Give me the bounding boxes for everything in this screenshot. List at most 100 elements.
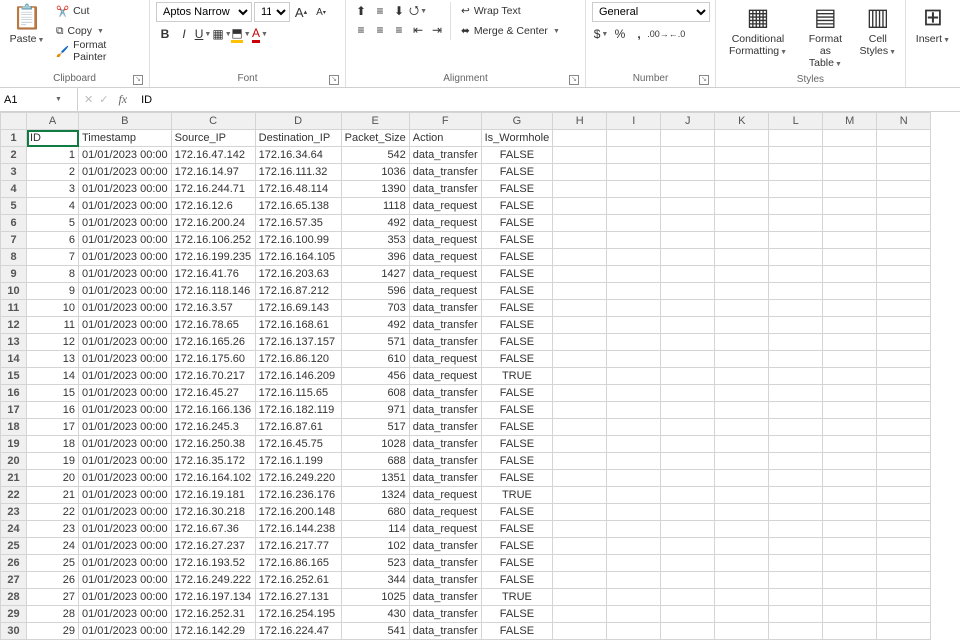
cell-N10[interactable] xyxy=(877,283,931,300)
alignment-launcher[interactable]: ↘ xyxy=(569,75,579,85)
cell-F30[interactable]: data_transfer xyxy=(409,623,481,640)
col-header-E[interactable]: E xyxy=(341,113,409,130)
cell-A13[interactable]: 12 xyxy=(27,334,79,351)
cell-F19[interactable]: data_transfer xyxy=(409,436,481,453)
col-header-L[interactable]: L xyxy=(769,113,823,130)
spreadsheet-grid[interactable]: ABCDEFGHIJKLMN1IDTimestampSource_IPDesti… xyxy=(0,112,960,640)
cell-N1[interactable] xyxy=(877,130,931,147)
col-header-J[interactable]: J xyxy=(661,113,715,130)
col-header-H[interactable]: H xyxy=(553,113,607,130)
cell-F4[interactable]: data_transfer xyxy=(409,181,481,198)
cell-L9[interactable] xyxy=(769,266,823,283)
cell-E25[interactable]: 102 xyxy=(341,538,409,555)
cell-M6[interactable] xyxy=(823,215,877,232)
font-size-combo[interactable]: 11 xyxy=(254,2,290,22)
cell-I20[interactable] xyxy=(607,453,661,470)
cell-F9[interactable]: data_request xyxy=(409,266,481,283)
cell-C24[interactable]: 172.16.67.36 xyxy=(171,521,255,538)
wrap-text-button[interactable]: ↩Wrap Text xyxy=(457,2,564,20)
cell-G21[interactable]: FALSE xyxy=(481,470,553,487)
cell-J19[interactable] xyxy=(661,436,715,453)
cell-K10[interactable] xyxy=(715,283,769,300)
cell-A18[interactable]: 17 xyxy=(27,419,79,436)
cell-F28[interactable]: data_transfer xyxy=(409,589,481,606)
cell-J17[interactable] xyxy=(661,402,715,419)
cell-L12[interactable] xyxy=(769,317,823,334)
conditional-formatting-button[interactable]: ▦ Conditional Formatting▼ xyxy=(722,2,794,61)
cell-C11[interactable]: 172.16.3.57 xyxy=(171,300,255,317)
cell-L28[interactable] xyxy=(769,589,823,606)
cell-D17[interactable]: 172.16.182.119 xyxy=(255,402,341,419)
cell-D20[interactable]: 172.16.1.199 xyxy=(255,453,341,470)
cell-B16[interactable]: 01/01/2023 00:00 xyxy=(79,385,172,402)
cell-A22[interactable]: 21 xyxy=(27,487,79,504)
cell-J23[interactable] xyxy=(661,504,715,521)
cell-D15[interactable]: 172.16.146.209 xyxy=(255,368,341,385)
cell-B18[interactable]: 01/01/2023 00:00 xyxy=(79,419,172,436)
cell-K19[interactable] xyxy=(715,436,769,453)
cell-C14[interactable]: 172.16.175.60 xyxy=(171,351,255,368)
cell-G2[interactable]: FALSE xyxy=(481,147,553,164)
cell-E30[interactable]: 541 xyxy=(341,623,409,640)
cell-H26[interactable] xyxy=(553,555,607,572)
row-header-9[interactable]: 9 xyxy=(1,266,27,283)
cell-C18[interactable]: 172.16.245.3 xyxy=(171,419,255,436)
cell-L26[interactable] xyxy=(769,555,823,572)
row-header-28[interactable]: 28 xyxy=(1,589,27,606)
cell-G25[interactable]: FALSE xyxy=(481,538,553,555)
cell-A2[interactable]: 1 xyxy=(27,147,79,164)
cell-C27[interactable]: 172.16.249.222 xyxy=(171,572,255,589)
cell-H27[interactable] xyxy=(553,572,607,589)
cell-I18[interactable] xyxy=(607,419,661,436)
cell-C9[interactable]: 172.16.41.76 xyxy=(171,266,255,283)
cell-I15[interactable] xyxy=(607,368,661,385)
cell-H29[interactable] xyxy=(553,606,607,623)
row-header-26[interactable]: 26 xyxy=(1,555,27,572)
cell-L22[interactable] xyxy=(769,487,823,504)
cell-G10[interactable]: FALSE xyxy=(481,283,553,300)
cell-E12[interactable]: 492 xyxy=(341,317,409,334)
row-header-30[interactable]: 30 xyxy=(1,623,27,640)
cell-G8[interactable]: FALSE xyxy=(481,249,553,266)
cell-I12[interactable] xyxy=(607,317,661,334)
cell-F11[interactable]: data_transfer xyxy=(409,300,481,317)
cell-D12[interactable]: 172.16.168.61 xyxy=(255,317,341,334)
col-header-K[interactable]: K xyxy=(715,113,769,130)
cell-L3[interactable] xyxy=(769,164,823,181)
cell-N15[interactable] xyxy=(877,368,931,385)
cell-F3[interactable]: data_transfer xyxy=(409,164,481,181)
cell-A4[interactable]: 3 xyxy=(27,181,79,198)
cell-E6[interactable]: 492 xyxy=(341,215,409,232)
cell-J3[interactable] xyxy=(661,164,715,181)
cell-H25[interactable] xyxy=(553,538,607,555)
cell-B13[interactable]: 01/01/2023 00:00 xyxy=(79,334,172,351)
cell-H30[interactable] xyxy=(553,623,607,640)
cell-F26[interactable]: data_transfer xyxy=(409,555,481,572)
cell-A14[interactable]: 13 xyxy=(27,351,79,368)
align-center-button[interactable]: ≡ xyxy=(371,21,389,39)
cell-A29[interactable]: 28 xyxy=(27,606,79,623)
cell-L27[interactable] xyxy=(769,572,823,589)
row-header-13[interactable]: 13 xyxy=(1,334,27,351)
cell-F25[interactable]: data_transfer xyxy=(409,538,481,555)
formula-input[interactable] xyxy=(137,94,960,106)
cell-G19[interactable]: FALSE xyxy=(481,436,553,453)
cell-K2[interactable] xyxy=(715,147,769,164)
align-middle-button[interactable]: ≡ xyxy=(371,2,389,20)
cell-A12[interactable]: 11 xyxy=(27,317,79,334)
orientation-button[interactable]: ⭯▼ xyxy=(409,2,427,20)
cell-G5[interactable]: FALSE xyxy=(481,198,553,215)
cell-G6[interactable]: FALSE xyxy=(481,215,553,232)
cell-H7[interactable] xyxy=(553,232,607,249)
cell-J28[interactable] xyxy=(661,589,715,606)
number-launcher[interactable]: ↘ xyxy=(699,75,709,85)
cell-N27[interactable] xyxy=(877,572,931,589)
row-header-15[interactable]: 15 xyxy=(1,368,27,385)
comma-button[interactable]: , xyxy=(630,25,648,43)
cell-L19[interactable] xyxy=(769,436,823,453)
row-header-12[interactable]: 12 xyxy=(1,317,27,334)
cell-H16[interactable] xyxy=(553,385,607,402)
cell-C3[interactable]: 172.16.14.97 xyxy=(171,164,255,181)
cell-K12[interactable] xyxy=(715,317,769,334)
cell-G11[interactable]: FALSE xyxy=(481,300,553,317)
